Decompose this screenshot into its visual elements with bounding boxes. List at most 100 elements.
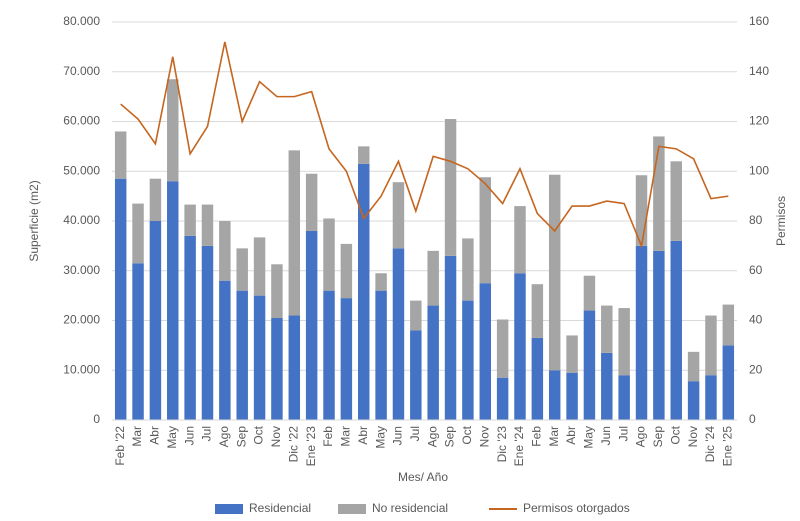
- y-tick-label: 10.000: [63, 362, 100, 376]
- bar: [687, 381, 700, 420]
- bar: [358, 163, 370, 420]
- bar: [323, 218, 335, 291]
- x-tick-label: Nov: [269, 426, 283, 447]
- y-tick-label: 20.000: [63, 313, 100, 327]
- bar: [114, 178, 127, 420]
- y2-tick-label: 100: [749, 163, 769, 177]
- y2-tick-label: 40: [749, 313, 763, 327]
- x-tick-label: Jul: [200, 426, 214, 441]
- x-tick-label: Dic '24: [703, 426, 717, 463]
- x-tick-label: Dic '22: [286, 426, 300, 463]
- bar: [392, 248, 405, 420]
- bar: [375, 290, 387, 420]
- bar: [566, 335, 578, 373]
- bar: [167, 79, 179, 182]
- y2-tick-label: 160: [749, 14, 769, 28]
- x-tick-label: Ene '23: [304, 426, 318, 467]
- bar: [288, 315, 301, 420]
- x-tick-label: Oct: [252, 425, 266, 444]
- bar: [548, 370, 561, 420]
- x-tick-label: Mar: [547, 426, 561, 447]
- x-tick-label: Oct: [460, 425, 474, 444]
- bar: [635, 245, 648, 420]
- bar: [514, 273, 526, 420]
- bar: [670, 161, 682, 241]
- bar: [340, 298, 353, 420]
- y-tick-label: 50.000: [63, 163, 100, 177]
- x-tick-label: Feb: [530, 426, 544, 447]
- y2-tick-label: 20: [749, 362, 763, 376]
- x-axis-title: Mes/ Año: [398, 470, 448, 484]
- bar: [444, 119, 457, 256]
- bar: [392, 182, 405, 249]
- bar: [375, 273, 387, 291]
- x-tick-label: Mar: [339, 426, 353, 447]
- bar: [167, 181, 179, 420]
- bar: [566, 372, 578, 420]
- y-axis-title: Superficie (m2): [27, 180, 41, 261]
- x-tick-label: Sep: [443, 426, 457, 448]
- x-tick-label: Nov: [686, 426, 700, 447]
- x-tick-label: Abr: [564, 426, 578, 445]
- bar: [583, 310, 596, 420]
- bar: [340, 243, 353, 299]
- y-tick-label: 0: [93, 412, 100, 426]
- bar: [201, 245, 214, 420]
- x-tick-label: Abr: [356, 426, 370, 445]
- bar: [635, 175, 648, 246]
- bar: [479, 177, 491, 284]
- y2-tick-label: 120: [749, 114, 769, 128]
- x-tick-label: Feb: [321, 426, 335, 447]
- legend-swatch: [338, 504, 366, 514]
- y2-axis-title: Permisos: [774, 196, 788, 246]
- bar: [288, 150, 301, 316]
- x-tick-label: May: [582, 426, 596, 449]
- bar: [462, 238, 474, 301]
- bar: [201, 204, 214, 246]
- bar: [444, 255, 457, 420]
- bar: [253, 295, 266, 420]
- x-tick-label: Ago: [634, 426, 648, 448]
- bar: [514, 206, 526, 274]
- legend-label: Residencial: [249, 501, 311, 515]
- y2-tick-label: 60: [749, 263, 763, 277]
- bar: [618, 308, 630, 376]
- bar: [271, 264, 283, 319]
- bar: [184, 235, 196, 420]
- x-tick-label: May: [373, 426, 387, 449]
- bar: [618, 375, 630, 420]
- y2-tick-label: 80: [749, 213, 763, 227]
- bar: [479, 283, 491, 420]
- y2-tick-label: 140: [749, 64, 769, 78]
- legend-label: No residencial: [372, 501, 448, 515]
- bar: [687, 351, 700, 382]
- x-tick-label: Ago: [217, 426, 231, 448]
- bar: [271, 318, 283, 420]
- bar: [705, 315, 717, 376]
- y-tick-label: 80.000: [63, 14, 100, 28]
- bar: [236, 248, 248, 291]
- bar: [410, 330, 422, 420]
- bar: [253, 237, 266, 296]
- bar: [149, 221, 162, 420]
- x-tick-label: Abr: [148, 426, 162, 445]
- bar: [722, 304, 735, 346]
- x-tick-label: Mar: [130, 426, 144, 447]
- bar: [705, 375, 717, 420]
- bar: [184, 204, 196, 236]
- bar: [496, 377, 509, 420]
- y-tick-label: 30.000: [63, 263, 100, 277]
- x-tick-label: Sep: [234, 426, 248, 448]
- bar: [358, 146, 370, 164]
- bar: [219, 221, 231, 281]
- bar: [670, 240, 682, 420]
- x-tick-label: Jun: [182, 426, 196, 445]
- bar: [583, 275, 596, 311]
- x-tick-label: Jul: [616, 426, 630, 441]
- bar: [149, 178, 162, 221]
- bar: [653, 136, 665, 251]
- bar: [462, 300, 474, 420]
- bar: [427, 250, 439, 306]
- bar: [531, 284, 544, 338]
